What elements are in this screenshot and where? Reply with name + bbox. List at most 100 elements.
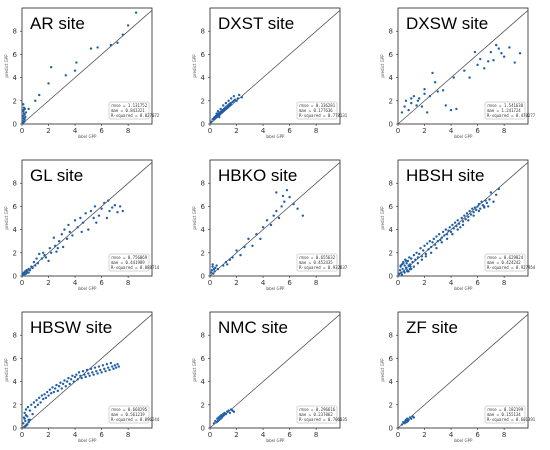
data-point (292, 202, 295, 206)
data-point (36, 403, 40, 406)
stats-text: rmse = 0.655632 (299, 255, 336, 260)
data-point (71, 374, 74, 377)
data-point (235, 99, 238, 103)
data-point (463, 69, 466, 72)
data-point (216, 267, 220, 271)
data-point (508, 46, 511, 49)
data-point (471, 207, 474, 210)
data-point (81, 221, 85, 224)
data-point (24, 270, 28, 273)
data-point (436, 90, 439, 93)
x-tick-label: 6 (287, 279, 292, 287)
data-point (412, 253, 416, 257)
data-point (68, 382, 71, 386)
data-point (465, 212, 469, 215)
x-tick-label: 0 (208, 279, 212, 287)
y-tick-label: 2 (389, 97, 393, 105)
data-point (22, 112, 26, 115)
x-tick-label: 4 (73, 431, 78, 439)
data-point (57, 240, 61, 243)
data-point (28, 409, 32, 412)
data-point (114, 366, 118, 369)
data-point (420, 255, 424, 258)
data-point (224, 260, 228, 264)
y-tick-label: 4 (201, 74, 206, 82)
data-point (218, 115, 221, 119)
data-point (118, 205, 122, 208)
data-point (410, 97, 413, 100)
y-tick-label: 6 (201, 51, 206, 59)
data-point (224, 412, 228, 416)
data-point (39, 401, 42, 404)
data-point (75, 61, 78, 64)
data-point (24, 111, 28, 114)
stats-text: R-squared = 0.478277 (487, 113, 536, 118)
data-point (95, 221, 98, 224)
data-point (429, 245, 433, 249)
data-point (89, 47, 93, 50)
subplot: 00 2 2 4 4 6 6 8 8 label GPP predict GPP DXSW site r… (380, 7, 536, 139)
data-point (48, 246, 52, 250)
stats-text: rmse = 0.296616 (299, 407, 336, 412)
data-point (468, 76, 471, 79)
identity-line (21, 10, 153, 125)
data-point (237, 93, 241, 97)
stats-text: R-squared = 0.601391 (487, 417, 536, 422)
y-tick-label: 6 (13, 355, 18, 363)
data-point (32, 260, 36, 264)
data-point (95, 369, 98, 373)
y-tick-label: 8 (201, 180, 205, 188)
data-point (116, 211, 119, 214)
data-point (414, 258, 417, 261)
y-tick-label: 6 (389, 355, 394, 363)
x-tick-label: 4 (73, 279, 78, 287)
x-tick-label: 4 (261, 431, 266, 439)
data-point (433, 243, 437, 246)
data-point (451, 223, 454, 227)
data-point (93, 205, 97, 208)
data-point (431, 241, 434, 244)
x-tick-label: 4 (73, 127, 78, 135)
data-point (34, 405, 37, 409)
data-point (412, 265, 416, 268)
data-point (424, 255, 428, 258)
data-point (416, 262, 420, 265)
data-point (67, 223, 70, 227)
data-point (460, 216, 463, 220)
data-point (53, 244, 57, 248)
y-tick-label: 2 (201, 401, 205, 409)
data-point (399, 264, 402, 267)
data-point (116, 363, 119, 366)
data-point (56, 246, 60, 250)
data-point (239, 253, 242, 257)
y-tick-label: 8 (13, 332, 17, 340)
data-point (21, 119, 24, 122)
identity-line (397, 314, 529, 429)
data-point (409, 265, 412, 268)
data-point (433, 81, 437, 84)
data-point (76, 378, 79, 381)
stats-text: rmse = 1.541638 (487, 103, 524, 108)
data-point (469, 213, 473, 216)
data-point (410, 257, 413, 260)
data-point (240, 96, 244, 99)
x-tick-label: 0 (396, 431, 400, 439)
data-point (38, 93, 41, 97)
data-point (105, 216, 109, 220)
data-point (236, 97, 240, 100)
x-axis-label: label GPP (266, 286, 285, 291)
y-tick-label: 0 (389, 273, 393, 281)
stats-text: mae = 0.441989 (111, 260, 145, 265)
data-point (461, 220, 465, 223)
data-point (261, 226, 265, 229)
y-tick-label: 8 (13, 28, 17, 36)
data-point (126, 24, 130, 27)
data-point (487, 60, 490, 63)
data-point (42, 251, 45, 254)
x-tick-label: 0 (208, 127, 212, 135)
data-point (473, 50, 477, 54)
x-tick-label: 6 (287, 431, 292, 439)
y-tick-label: 0 (201, 425, 205, 433)
data-point (422, 249, 425, 252)
x-tick-label: 0 (396, 127, 400, 135)
